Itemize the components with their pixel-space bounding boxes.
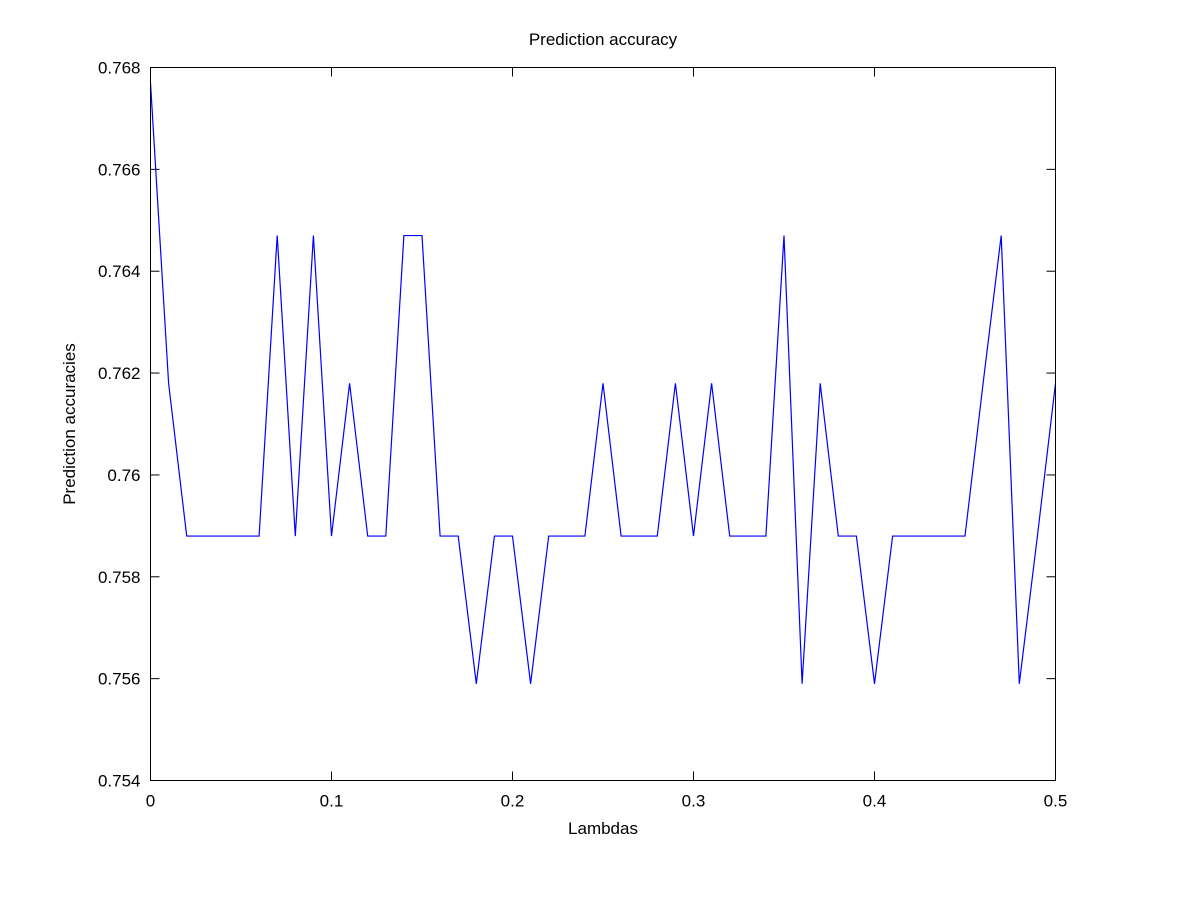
y-tick-label: 0.766 (98, 160, 141, 179)
y-tick-label: 0.758 (98, 568, 141, 587)
y-tick-label: 0.768 (98, 59, 141, 78)
y-tick-label: 0.756 (98, 670, 141, 689)
y-tick-label: 0.754 (98, 772, 141, 791)
y-axis-label: Prediction accuracies (60, 343, 79, 505)
y-tick-label: 0.76 (107, 466, 140, 485)
x-tick-label: 0.2 (501, 792, 525, 811)
y-tick-label: 0.764 (98, 262, 141, 281)
x-tick-label: 0.5 (1044, 792, 1068, 811)
chart-title: Prediction accuracy (529, 30, 678, 49)
y-tick-label: 0.762 (98, 364, 141, 383)
x-tick-label: 0.4 (863, 792, 887, 811)
axis-ticks: 0 0.1 0.2 0.3 0.4 0.5 0.754 0.756 0.758 0.76 0.762… (98, 59, 1067, 811)
x-tick-label: 0.1 (320, 792, 344, 811)
series-layer (149, 82, 1057, 684)
x-tick-label: 0 (146, 792, 155, 811)
series-line-0 (149, 82, 1057, 684)
x-axis-label: Lambdas (568, 819, 638, 838)
plot-frame (150, 67, 1056, 781)
x-tick-label: 0.3 (682, 792, 706, 811)
